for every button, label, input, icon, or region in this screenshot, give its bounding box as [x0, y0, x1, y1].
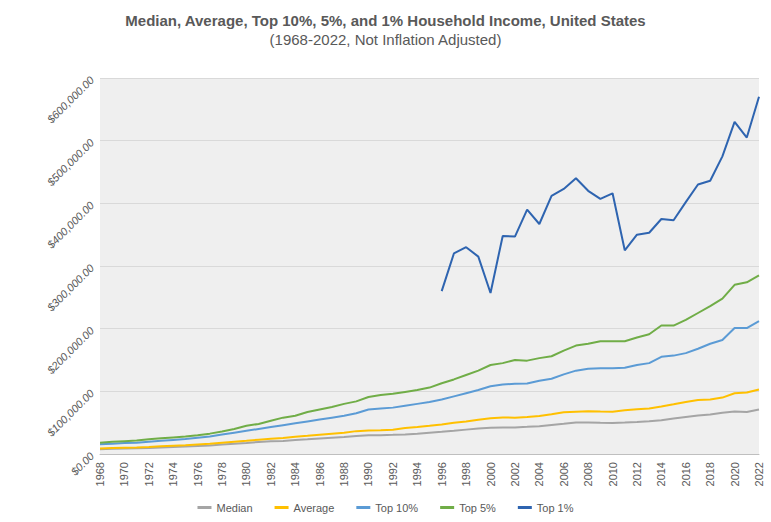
- svg-text:$200,000.00: $200,000.00: [44, 324, 97, 377]
- svg-text:1996: 1996: [436, 462, 448, 486]
- svg-text:2000: 2000: [485, 462, 497, 486]
- svg-text:2018: 2018: [704, 462, 716, 486]
- svg-text:1974: 1974: [167, 462, 179, 486]
- svg-text:2016: 2016: [680, 462, 692, 486]
- svg-text:$400,000.00: $400,000.00: [44, 198, 97, 251]
- svg-text:(1968-2022, Not Inflation Adju: (1968-2022, Not Inflation Adjusted): [270, 31, 502, 48]
- svg-text:1986: 1986: [314, 462, 326, 486]
- svg-text:2010: 2010: [607, 462, 619, 486]
- svg-text:2006: 2006: [558, 462, 570, 486]
- svg-text:2008: 2008: [582, 462, 594, 486]
- svg-text:1998: 1998: [460, 462, 472, 486]
- svg-text:2022: 2022: [753, 462, 765, 486]
- svg-text:2014: 2014: [655, 462, 667, 486]
- svg-text:1976: 1976: [192, 462, 204, 486]
- svg-text:$600,000.00: $600,000.00: [44, 73, 97, 126]
- svg-text:Median, Average, Top 10%, 5%,: Median, Average, Top 10%, 5%, and 1% Hou…: [125, 12, 645, 29]
- svg-text:1978: 1978: [216, 462, 228, 486]
- svg-text:2002: 2002: [509, 462, 521, 486]
- svg-text:2012: 2012: [631, 462, 643, 486]
- svg-text:1980: 1980: [240, 462, 252, 486]
- svg-text:1988: 1988: [338, 462, 350, 486]
- svg-text:1972: 1972: [143, 462, 155, 486]
- svg-text:1982: 1982: [265, 462, 277, 486]
- svg-text:Top 5%: Top 5%: [459, 502, 496, 514]
- svg-text:1994: 1994: [411, 462, 423, 486]
- svg-text:Top 1%: Top 1%: [537, 502, 574, 514]
- svg-text:1970: 1970: [118, 462, 130, 486]
- svg-text:$500,000.00: $500,000.00: [44, 136, 97, 189]
- svg-text:2020: 2020: [729, 462, 741, 486]
- svg-text:$100,000.00: $100,000.00: [44, 386, 97, 439]
- svg-text:Average: Average: [294, 502, 335, 514]
- svg-text:1984: 1984: [289, 462, 301, 486]
- svg-text:1968: 1968: [94, 462, 106, 486]
- svg-text:2004: 2004: [533, 462, 545, 486]
- svg-text:$0.00: $0.00: [68, 449, 97, 478]
- svg-text:Median: Median: [216, 502, 252, 514]
- svg-text:$300,000.00: $300,000.00: [44, 261, 97, 314]
- svg-text:1990: 1990: [362, 462, 374, 486]
- svg-text:1992: 1992: [387, 462, 399, 486]
- svg-text:Top 10%: Top 10%: [375, 502, 418, 514]
